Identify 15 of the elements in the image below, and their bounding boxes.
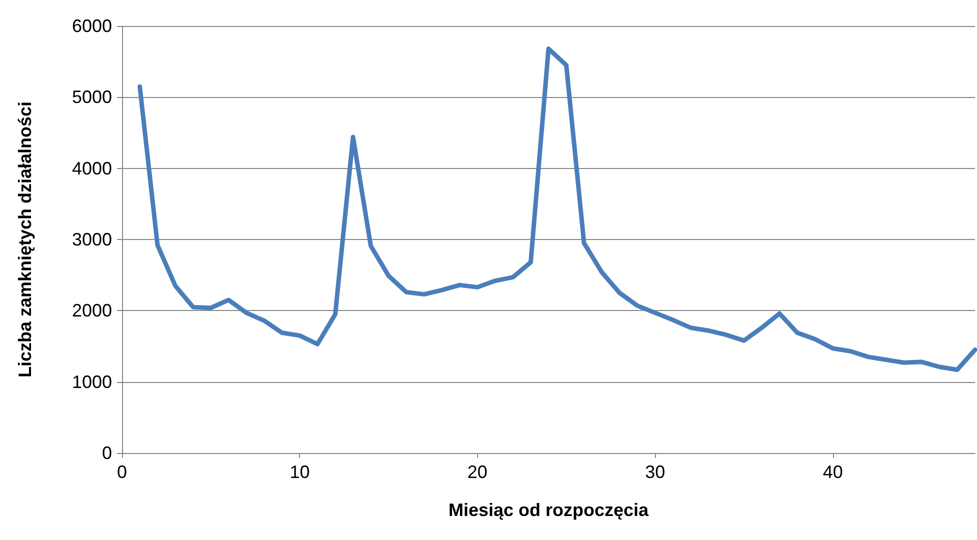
y-tick-label: 3000 — [72, 230, 112, 250]
x-tick-label: 0 — [116, 462, 128, 482]
x-tick-label: 40 — [822, 462, 843, 482]
y-tick-label: 5000 — [72, 87, 112, 108]
y-tick-label: 2000 — [72, 300, 112, 321]
line-series — [138, 46, 977, 372]
x-tick-label: 10 — [290, 462, 310, 482]
x-tick-label: 30 — [645, 462, 666, 482]
x-tick-label: 20 — [467, 462, 488, 482]
y-tick-label: 6000 — [72, 16, 112, 36]
y-tick-label: 0 — [102, 443, 112, 463]
x-axis-title: Miesiąc od rozpoczęcia — [448, 500, 650, 520]
y-tick-label: 4000 — [72, 158, 112, 178]
y-axis-title: Liczba zamkniętych działalności — [15, 101, 35, 378]
y-tick-label: 1000 — [72, 372, 112, 392]
